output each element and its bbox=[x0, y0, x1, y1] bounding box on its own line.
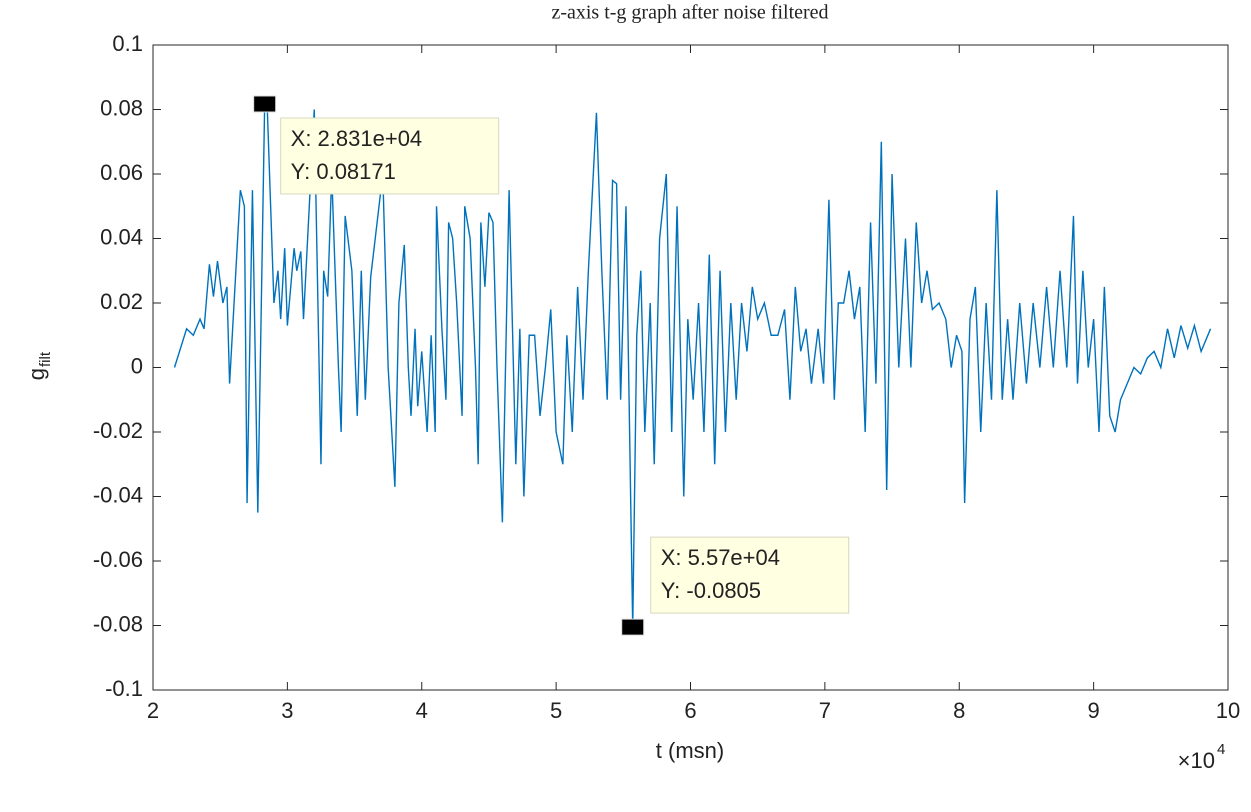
y-tick-label: -0.08 bbox=[93, 611, 143, 636]
x-tick-label: 7 bbox=[819, 698, 831, 723]
datatip-box bbox=[280, 117, 500, 195]
x-tick-label: 8 bbox=[953, 698, 965, 723]
datatip-marker bbox=[253, 95, 277, 113]
y-tick-label: 0.02 bbox=[100, 289, 143, 314]
x-axis-label: t (msn) bbox=[656, 738, 724, 763]
datatip-text: X: 2.831e+04 bbox=[291, 126, 423, 151]
y-tick-label: 0.08 bbox=[100, 95, 143, 120]
y-label-sub: filt bbox=[37, 351, 54, 367]
datatip-marker bbox=[621, 618, 645, 636]
y-tick-label: -0.04 bbox=[93, 482, 143, 507]
datatip-text: Y: -0.0805 bbox=[661, 578, 761, 603]
y-axis-label: g filt bbox=[24, 351, 54, 380]
x-tick-label: 10 bbox=[1216, 698, 1240, 723]
datatip-box bbox=[650, 536, 850, 614]
y-tick-label: 0.1 bbox=[112, 31, 143, 56]
data-line bbox=[173, 102, 1212, 628]
y-label-main: g bbox=[24, 368, 49, 380]
datatip-text: X: 5.57e+04 bbox=[661, 545, 780, 570]
x-tick-label: 9 bbox=[1088, 698, 1100, 723]
x-tick-label: 4 bbox=[416, 698, 428, 723]
y-tick-label: -0.1 bbox=[105, 676, 143, 701]
x-tick-label: 6 bbox=[684, 698, 696, 723]
y-tick-label: -0.02 bbox=[93, 418, 143, 443]
y-tick-label: 0 bbox=[131, 353, 143, 378]
x-tick-label: 5 bbox=[550, 698, 562, 723]
y-tick-label: 0.04 bbox=[100, 224, 143, 249]
y-tick-label: -0.06 bbox=[93, 547, 143, 572]
x-tick-label: 3 bbox=[281, 698, 293, 723]
y-tick-label: 0.06 bbox=[100, 160, 143, 185]
datatip-text: Y: 0.08171 bbox=[291, 159, 396, 184]
x-multiplier-exponent: 4 bbox=[1217, 741, 1225, 758]
x-tick-label: 2 bbox=[147, 698, 159, 723]
chart-title: z-axis t-g graph after noise filtered bbox=[551, 2, 828, 24]
x-multiplier: ×10 bbox=[1178, 748, 1215, 773]
